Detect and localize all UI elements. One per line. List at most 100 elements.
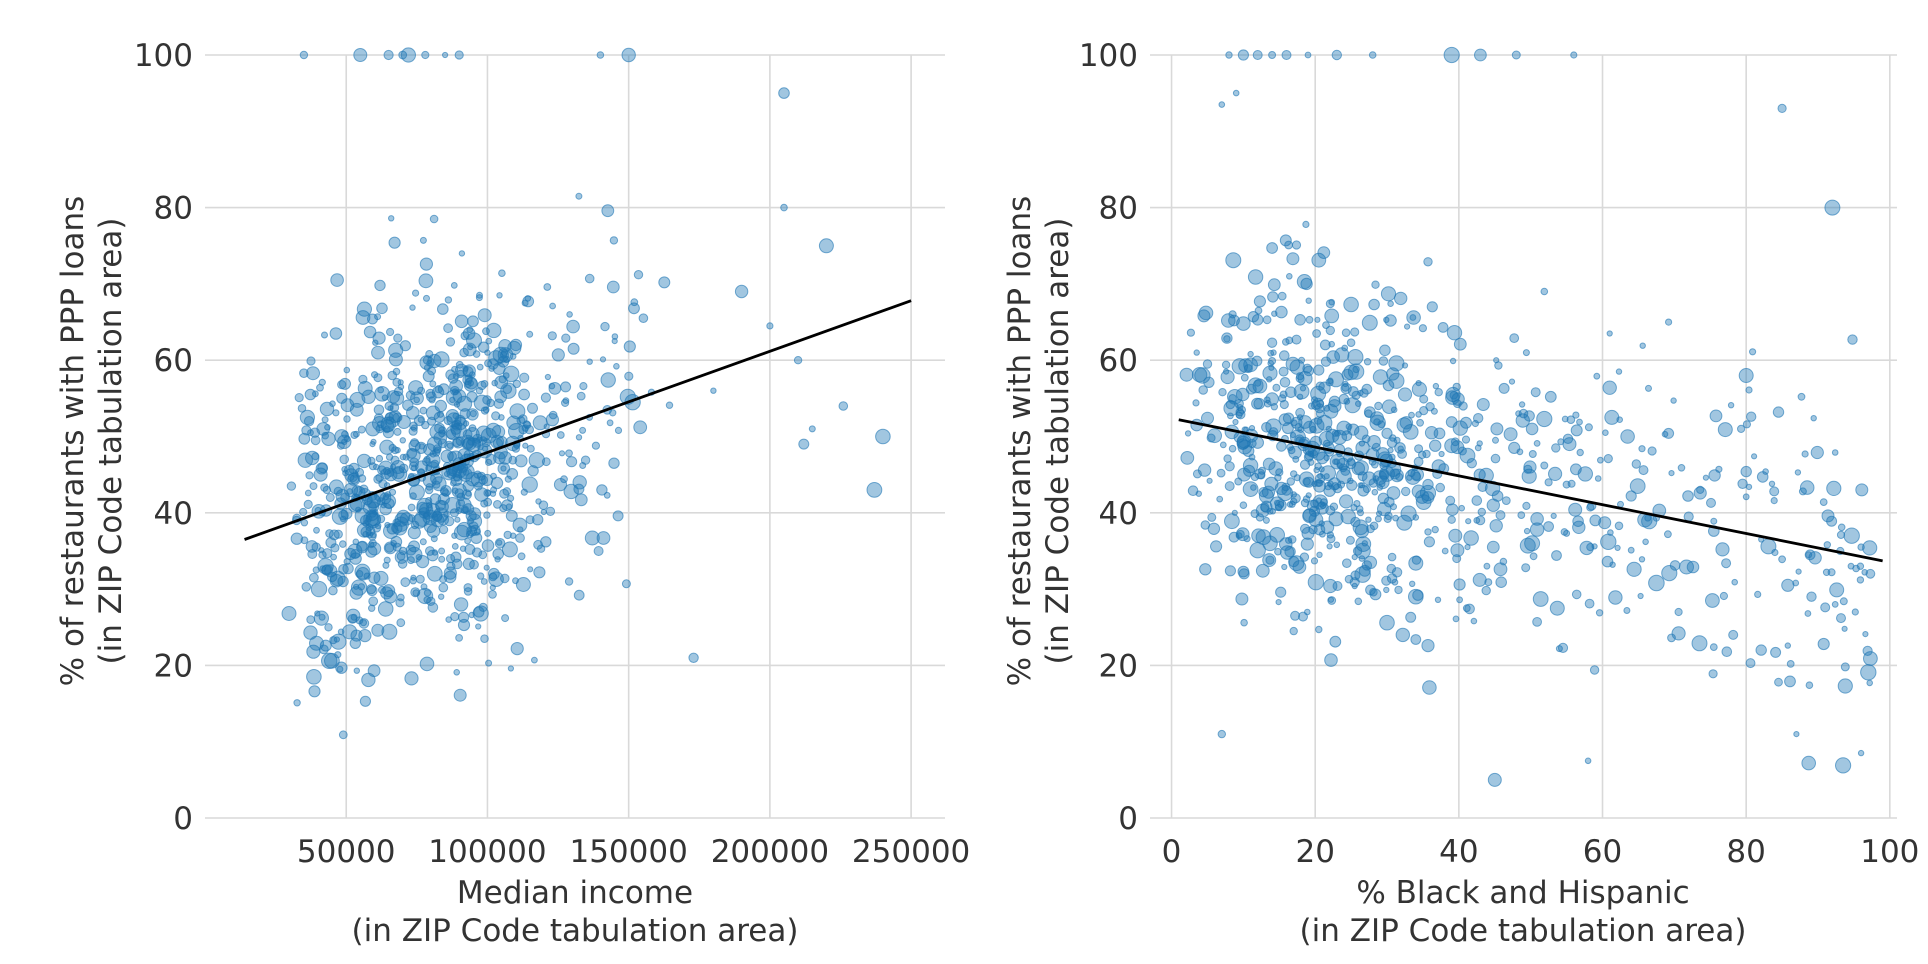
income-chart-point (339, 377, 351, 390)
race-chart-point (1180, 451, 1195, 465)
income-chart-point (533, 566, 546, 579)
income-chart-point (586, 358, 593, 365)
income-chart-point (451, 543, 459, 550)
race-chart-point (1423, 257, 1433, 267)
race-chart-point (1418, 324, 1428, 333)
income-chart-point (324, 424, 331, 431)
race-chart-point (1397, 387, 1413, 402)
race-chart-point (1345, 535, 1355, 545)
income-chart-point (306, 356, 316, 366)
income-chart-point (514, 454, 528, 468)
income-chart-point (356, 453, 372, 469)
income-chart-point (606, 280, 620, 294)
income-chart-point (416, 555, 430, 569)
race-chart-point (1760, 538, 1777, 555)
race-chart-point (1836, 613, 1846, 624)
race-chart-point (1419, 394, 1429, 404)
race-chart-point (1416, 418, 1424, 427)
race-chart-point (1394, 585, 1403, 595)
income-chart-point (531, 656, 538, 664)
race-chart-point (1856, 576, 1865, 584)
race-chart-point (1358, 440, 1366, 447)
race-chart-point (1325, 325, 1336, 336)
race-chart-point (1206, 477, 1213, 484)
income-chart-point (466, 326, 474, 334)
race-chart-point (1682, 490, 1694, 502)
race-chart-point (1772, 406, 1785, 418)
race-chart-point (1548, 466, 1563, 481)
income-chart-point (337, 628, 345, 636)
income-chart-point (584, 530, 600, 546)
income-chart-point (462, 374, 473, 386)
race-chart-point (1290, 470, 1298, 478)
income-chart-point (412, 289, 420, 297)
race-chart-point (1532, 591, 1549, 607)
race-chart-point (1589, 514, 1602, 527)
race-chart-point (1362, 471, 1377, 486)
income-chart-point (509, 338, 523, 352)
income-chart-point (349, 391, 366, 408)
income-chart-point (780, 203, 788, 212)
race-chart-point (1458, 504, 1465, 512)
income-chart-point (481, 539, 495, 552)
income-chart-point (561, 333, 571, 343)
income-chart-point (430, 535, 438, 543)
race-chart-point (1251, 528, 1266, 544)
race-chart-x-label-line2: (in ZIP Code tabulation area) (1300, 913, 1747, 949)
race-chart-point (1207, 428, 1222, 444)
income-chart-point (432, 448, 441, 457)
race-chart-point (1405, 611, 1417, 623)
income-chart-point (505, 509, 518, 522)
income-chart-point (425, 497, 433, 505)
race-chart-point (1490, 453, 1501, 464)
income-chart-point (384, 491, 392, 498)
race-chart-point (1326, 480, 1334, 488)
race-chart-point (1563, 529, 1571, 537)
income-chart-point (508, 455, 518, 465)
income-chart-point (493, 500, 502, 509)
race-chart-point (1336, 462, 1343, 469)
race-chart-point (1339, 494, 1354, 509)
income-chart-point (350, 613, 358, 621)
income-chart-point (446, 412, 462, 428)
race-chart-y-ticks: 0 20 40 60 80 100 (1079, 38, 1138, 837)
race-chart-x-tick-label: 40 (1439, 834, 1478, 870)
race-chart-point (1831, 601, 1839, 608)
race-chart-point (1799, 480, 1815, 495)
income-chart-point (300, 519, 309, 527)
income-chart-point (600, 372, 616, 388)
income-chart-point (501, 541, 518, 558)
income-chart-point (528, 452, 545, 469)
income-chart-point (415, 574, 425, 584)
income-chart-point (373, 373, 383, 383)
income-chart-point (368, 571, 381, 584)
race-chart-point (1829, 582, 1845, 598)
race-chart-point (1644, 514, 1652, 522)
income-chart-point (410, 424, 418, 432)
race-chart-point (1305, 297, 1312, 304)
race-chart-point (1808, 551, 1822, 565)
race-chart-point (1295, 407, 1305, 418)
race-chart-point (1355, 440, 1370, 456)
income-chart-point (462, 469, 470, 476)
income-chart-point (454, 314, 469, 329)
race-chart-point (1328, 511, 1344, 527)
race-chart-point (1305, 492, 1312, 499)
race-chart-point (1276, 484, 1294, 502)
income-chart-point (485, 458, 493, 466)
race-chart-point (1343, 296, 1359, 313)
race-chart-point (1368, 298, 1380, 311)
race-chart-point (1840, 662, 1850, 672)
race-chart-point (1193, 349, 1200, 356)
race-chart-point (1755, 644, 1767, 656)
race-chart-point (1498, 382, 1510, 394)
income-chart-point (492, 548, 505, 560)
income-chart-point (349, 637, 361, 649)
race-chart-point (1434, 596, 1442, 603)
income-chart-point (485, 489, 492, 497)
race-chart-point (1831, 449, 1839, 456)
race-chart-point (1224, 565, 1237, 577)
race-chart-point (1847, 562, 1855, 570)
race-chart-point (1450, 437, 1460, 447)
race-chart-point (1239, 501, 1248, 510)
